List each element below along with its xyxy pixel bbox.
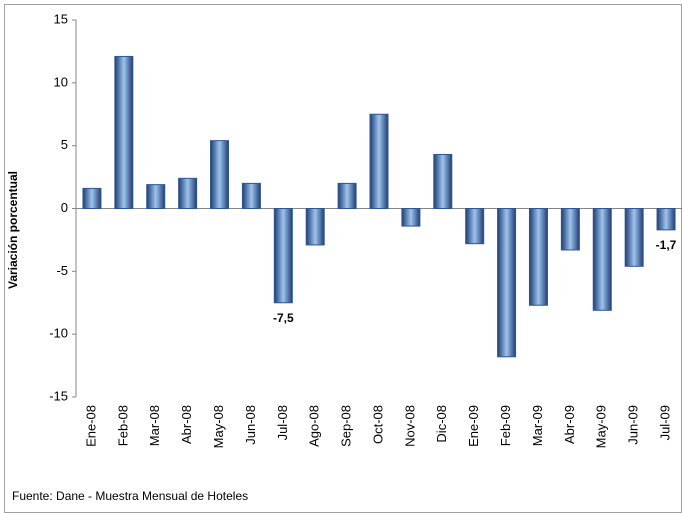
x-tick-label: Sep-08 [339,405,354,447]
bar [401,208,421,227]
bar [241,182,261,210]
bar [146,184,166,210]
bar [305,208,325,246]
y-tick-label: -10 [49,326,68,341]
bar [624,208,644,267]
x-tick-label: Ene-09 [466,405,481,447]
y-tick-label: -15 [49,388,68,403]
y-tick-label: 15 [54,11,68,26]
data-label: -1,7 [656,238,677,252]
x-tick-label: Oct-08 [370,405,385,444]
x-tick-label: Jun-08 [243,405,258,445]
data-label: -7,5 [273,311,294,325]
x-tick-label: Ene-08 [83,405,98,447]
x-tick-label: Ago-08 [307,405,322,447]
y-tick-label: -5 [56,263,68,278]
bar [273,208,293,304]
x-tick-label: Jul-08 [275,405,290,440]
source-note: Fuente: Dane - Muestra Mensual de Hotele… [12,489,248,503]
x-tick-label: Mar-08 [147,405,162,446]
y-tick-label: 10 [54,74,68,89]
bar [592,208,612,311]
bar [369,113,389,209]
bar [178,177,198,209]
x-tick-label: Jun-09 [626,405,641,445]
y-axis-label: Variación porcentual [6,171,20,289]
x-tick-label: May-09 [594,405,609,448]
bar [528,208,548,306]
bar [465,208,485,245]
x-tick-label: Abr-08 [179,405,194,444]
x-tick-label: Nov-08 [402,405,417,447]
bar [656,208,676,231]
bar [560,208,580,251]
bar [337,182,357,210]
x-tick-label: Dic-08 [434,405,449,443]
bar [497,208,517,358]
x-tick-label: Jul-09 [657,405,672,440]
x-tick-label: Abr-09 [562,405,577,444]
x-tick-label: Feb-08 [115,405,130,446]
x-tick-label: May-08 [211,405,226,448]
y-tick-label: 0 [61,200,68,215]
bar [114,55,134,210]
x-tick-label: Mar-09 [530,405,545,446]
bar [210,140,230,209]
bar [433,153,453,209]
y-tick-label: 5 [61,137,68,152]
x-tick-label: Feb-09 [498,405,513,446]
bar [82,187,102,209]
